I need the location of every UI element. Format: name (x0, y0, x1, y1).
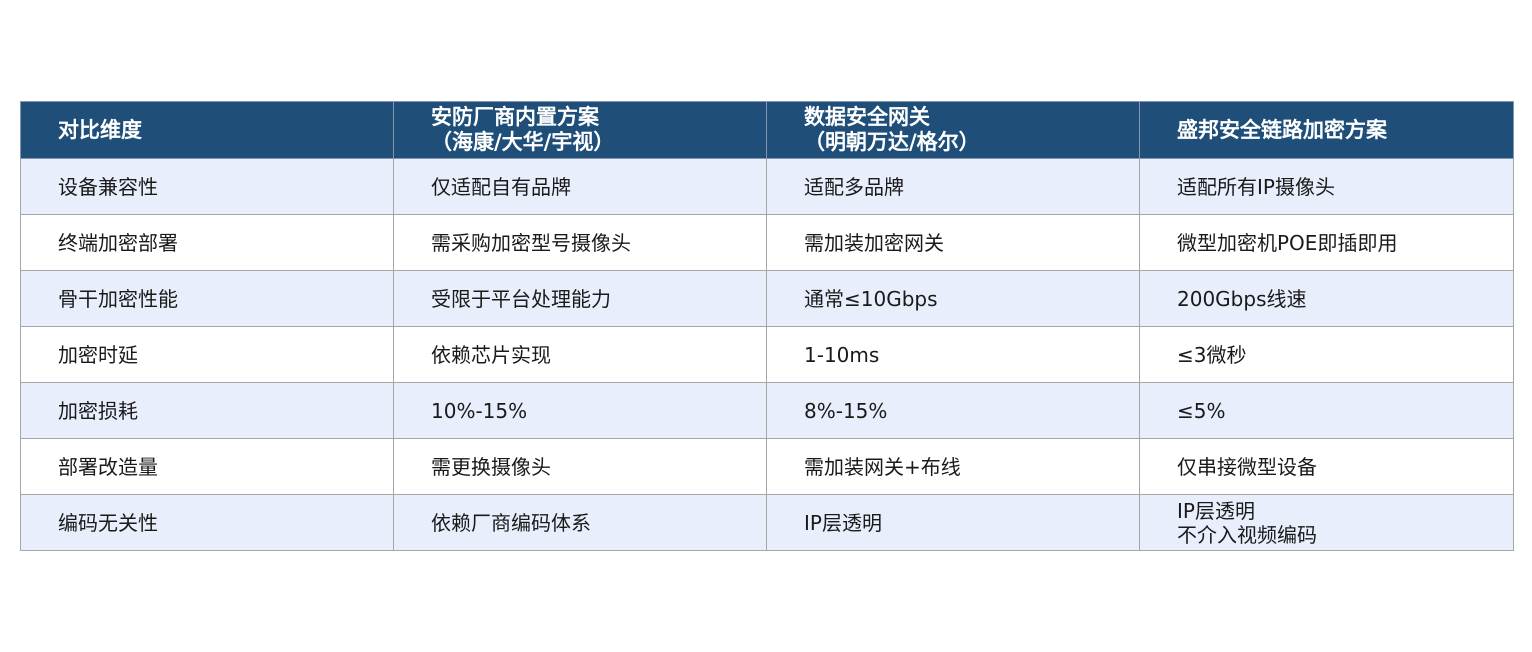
link-encryption-cell-line: IP层透明 (1177, 498, 1255, 523)
link-encryption-cell: ≤5% (1139, 382, 1514, 439)
link-encryption-cell: ≤3微秒 (1139, 326, 1514, 383)
vendor-builtin-cell: 需采购加密型号摄像头 (393, 214, 767, 271)
row-dimension-cell: 部署改造量 (20, 438, 394, 495)
link-encryption-cell: 200Gbps线速 (1139, 270, 1514, 327)
header-data-gateway: 数据安全网关 （明朝万达/格尔） (766, 101, 1140, 159)
link-encryption-cell: 仅串接微型设备 (1139, 438, 1514, 495)
data-gateway-cell: 需加装网关+布线 (766, 438, 1140, 495)
table-row: 部署改造量 需更换摄像头 需加装网关+布线 仅串接微型设备 (20, 438, 1514, 495)
header-vendor-builtin-title: 安防厂商内置方案 (431, 105, 599, 129)
vendor-builtin-cell: 受限于平台处理能力 (393, 270, 767, 327)
vendor-builtin-cell: 依赖芯片实现 (393, 326, 767, 383)
data-gateway-cell: 需加装加密网关 (766, 214, 1140, 271)
row-dimension-cell: 加密损耗 (20, 382, 394, 439)
data-gateway-cell: 1-10ms (766, 326, 1140, 383)
table-row: 加密时延 依赖芯片实现 1-10ms ≤3微秒 (20, 326, 1514, 383)
comparison-table: 对比维度 安防厂商内置方案 （海康/大华/宇视） 数据安全网关 （明朝万达/格尔… (20, 101, 1514, 551)
row-dimension-cell: 加密时延 (20, 326, 394, 383)
data-gateway-cell: 通常≤10Gbps (766, 270, 1140, 327)
header-vendor-builtin-subtitle: （海康/大华/宇视） (431, 130, 615, 154)
header-vendor-builtin: 安防厂商内置方案 （海康/大华/宇视） (393, 101, 767, 159)
table-header: 对比维度 安防厂商内置方案 （海康/大华/宇视） 数据安全网关 （明朝万达/格尔… (20, 101, 1514, 159)
header-link-encryption: 盛邦安全链路加密方案 (1139, 101, 1514, 159)
table-row: 加密损耗 10%-15% 8%-15% ≤5% (20, 382, 1514, 439)
vendor-builtin-cell: 仅适配自有品牌 (393, 158, 767, 215)
vendor-builtin-cell: 依赖厂商编码体系 (393, 494, 767, 551)
row-dimension-cell: 设备兼容性 (20, 158, 394, 215)
data-gateway-cell: 适配多品牌 (766, 158, 1140, 215)
link-encryption-cell: IP层透明 不介入视频编码 (1139, 494, 1514, 551)
header-dimension: 对比维度 (20, 101, 394, 159)
table-row: 设备兼容性 仅适配自有品牌 适配多品牌 适配所有IP摄像头 (20, 158, 1514, 215)
vendor-builtin-cell: 10%-15% (393, 382, 767, 439)
link-encryption-cell: 微型加密机POE即插即用 (1139, 214, 1514, 271)
table-row: 终端加密部署 需采购加密型号摄像头 需加装加密网关 微型加密机POE即插即用 (20, 214, 1514, 271)
table-body: 设备兼容性 仅适配自有品牌 适配多品牌 适配所有IP摄像头 终端加密部署 需采购… (20, 158, 1514, 551)
link-encryption-cell-line: 不介入视频编码 (1177, 522, 1317, 547)
header-dimension-label: 对比维度 (58, 117, 142, 142)
header-row: 对比维度 安防厂商内置方案 （海康/大华/宇视） 数据安全网关 （明朝万达/格尔… (20, 101, 1514, 159)
header-data-gateway-subtitle: （明朝万达/格尔） (804, 130, 980, 154)
header-link-encryption-title: 盛邦安全链路加密方案 (1177, 117, 1387, 142)
link-encryption-cell: 适配所有IP摄像头 (1139, 158, 1514, 215)
row-dimension-cell: 编码无关性 (20, 494, 394, 551)
table-row: 骨干加密性能 受限于平台处理能力 通常≤10Gbps 200Gbps线速 (20, 270, 1514, 327)
row-dimension-cell: 终端加密部署 (20, 214, 394, 271)
table-row: 编码无关性 依赖厂商编码体系 IP层透明 IP层透明 不介入视频编码 (20, 494, 1514, 551)
header-data-gateway-title: 数据安全网关 (804, 105, 930, 129)
vendor-builtin-cell: 需更换摄像头 (393, 438, 767, 495)
row-dimension-cell: 骨干加密性能 (20, 270, 394, 327)
data-gateway-cell: 8%-15% (766, 382, 1140, 439)
data-gateway-cell: IP层透明 (766, 494, 1140, 551)
